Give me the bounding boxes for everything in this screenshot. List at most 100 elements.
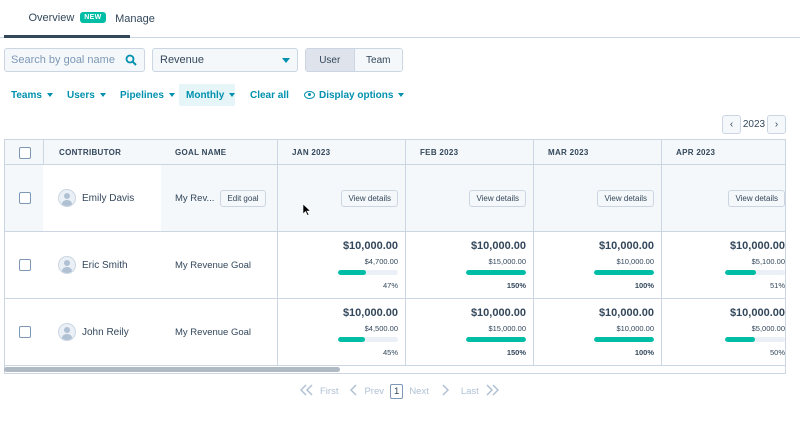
chevron-left-icon: ‹ [729, 119, 734, 130]
view-toggle: User Team [305, 48, 403, 72]
year-label: 2023 [742, 119, 766, 130]
column-divider [533, 140, 534, 165]
column-divider [661, 140, 662, 165]
actual-amount: $5,000.00 [751, 324, 785, 333]
actual-amount: $10,000.00 [616, 324, 654, 333]
progress-bar [338, 270, 398, 275]
goal-name: My Revenue Goal [175, 326, 252, 338]
display-options-button[interactable]: Display options [304, 84, 405, 106]
progress-percent: 150% [506, 281, 526, 290]
view-details-button[interactable]: View details [341, 190, 398, 207]
target-amount: $10,000.00 [470, 307, 526, 319]
edit-goal-button[interactable]: Edit goal [220, 189, 266, 207]
goal-name-cell: My Rev... Edit goal [175, 165, 277, 231]
month-cell[interactable]: $10,000.00 $15,000.00 150% [405, 299, 533, 365]
row-select-cell [19, 232, 31, 298]
search-input[interactable] [11, 54, 124, 66]
month-cell[interactable]: $10,000.00 $4,700.00 47% [277, 232, 405, 298]
chevron-down-icon [229, 93, 236, 97]
next-year-button[interactable]: › [767, 115, 786, 134]
month-cell[interactable]: $10,000.00 $5,000.00 50% [661, 299, 785, 365]
last-page-button[interactable]: Last [460, 385, 479, 397]
progress-percent: 100% [634, 348, 654, 357]
target-amount: $10,000.00 [470, 240, 526, 252]
header-month-apr[interactable]: APR 2023 [676, 148, 716, 157]
goal-type-value: Revenue [160, 54, 205, 66]
month-cell: View details [533, 165, 661, 231]
horizontal-scrollbar[interactable] [4, 367, 340, 372]
month-cell[interactable]: $10,000.00 $15,000.00 150% [405, 232, 533, 298]
chevron-down-icon [99, 93, 106, 97]
clear-all-button[interactable]: Clear all [250, 84, 289, 106]
tab-manage[interactable]: Manage [108, 0, 162, 38]
toggle-user-button[interactable]: User [306, 49, 355, 71]
progress-fill [594, 337, 654, 342]
first-page-button[interactable]: First [320, 385, 339, 397]
toggle-team-button[interactable]: Team [354, 49, 402, 71]
chevron-down-icon [46, 93, 53, 97]
users-filter[interactable]: Users [67, 84, 106, 106]
header-goal-name[interactable]: GOAL NAME [175, 148, 227, 157]
chevron-down-icon [282, 57, 290, 63]
double-chevron-right-icon [485, 383, 499, 399]
progress-percent: 45% [382, 348, 398, 357]
table-header: CONTRIBUTOR GOAL NAME JAN 2023 FEB 2023 … [5, 140, 785, 165]
goal-name: My Rev... [175, 192, 215, 204]
teams-filter[interactable]: Teams [11, 84, 53, 106]
row-checkbox[interactable] [19, 326, 31, 338]
filter-bar: Teams Users Pipelines Monthly Clear all … [0, 84, 800, 106]
current-page[interactable]: 1 [390, 383, 404, 399]
actual-amount: $5,100.00 [751, 257, 785, 266]
search-icon[interactable] [124, 53, 138, 67]
avatar [58, 323, 76, 341]
prev-page-button[interactable]: Prev [364, 385, 385, 397]
table-row[interactable]: Eric Smith My Revenue Goal $10,000.00 $4… [5, 232, 785, 299]
target-amount: $10,000.00 [598, 240, 654, 252]
header-contributor[interactable]: CONTRIBUTOR [59, 148, 122, 157]
month-cell[interactable]: $10,000.00 $5,100.00 51% [661, 232, 785, 298]
table-row[interactable]: Emily Davis My Rev... Edit goal View det… [5, 165, 785, 232]
row-checkbox[interactable] [19, 192, 31, 204]
row-checkbox[interactable] [19, 259, 31, 271]
header-month-mar[interactable]: MAR 2023 [548, 148, 589, 157]
header-month-jan[interactable]: JAN 2023 [292, 148, 331, 157]
year-navigation: ‹ 2023 › [722, 115, 786, 134]
tab-overview-label: Overview [28, 11, 75, 24]
tab-manage-label: Manage [115, 13, 155, 25]
tab-bar: Overview NEW Manage [0, 0, 800, 38]
double-chevron-left-icon [299, 383, 314, 399]
chevron-left-icon [350, 383, 358, 399]
select-all-checkbox[interactable] [19, 146, 31, 159]
view-details-button[interactable]: View details [469, 190, 526, 207]
contributor-name: Eric Smith [82, 259, 128, 271]
chevron-right-icon [441, 383, 449, 399]
actual-amount: $4,700.00 [364, 257, 398, 266]
view-details-button[interactable]: View details [728, 190, 785, 207]
prev-year-button[interactable]: ‹ [722, 115, 741, 134]
header-month-feb[interactable]: FEB 2023 [420, 148, 459, 157]
pipelines-filter-label: Pipelines [120, 89, 164, 101]
progress-bar [725, 337, 785, 342]
month-cell[interactable]: $10,000.00 $10,000.00 100% [533, 232, 661, 298]
row-select-cell [19, 165, 31, 231]
progress-bar [338, 337, 398, 342]
progress-percent: 150% [506, 348, 526, 357]
goal-type-select[interactable]: Revenue [152, 48, 298, 72]
column-divider [405, 140, 406, 165]
view-details-button[interactable]: View details [597, 190, 654, 207]
new-badge: NEW [80, 12, 106, 23]
month-cell[interactable]: $10,000.00 $10,000.00 100% [533, 299, 661, 365]
chevron-right-icon: › [774, 119, 779, 130]
period-filter[interactable]: Monthly [179, 84, 236, 106]
chevron-down-icon [398, 93, 405, 97]
month-cell[interactable]: $10,000.00 $4,500.00 45% [277, 299, 405, 365]
pipelines-filter[interactable]: Pipelines [120, 84, 175, 106]
progress-fill [725, 270, 756, 275]
tab-overview[interactable]: Overview NEW [4, 0, 130, 38]
teams-filter-label: Teams [11, 89, 42, 101]
table-row[interactable]: John Reily My Revenue Goal $10,000.00 $4… [5, 299, 785, 366]
progress-bar [594, 337, 654, 342]
progress-percent: 47% [382, 281, 398, 290]
progress-fill [466, 270, 526, 275]
next-page-button[interactable]: Next [409, 385, 429, 397]
